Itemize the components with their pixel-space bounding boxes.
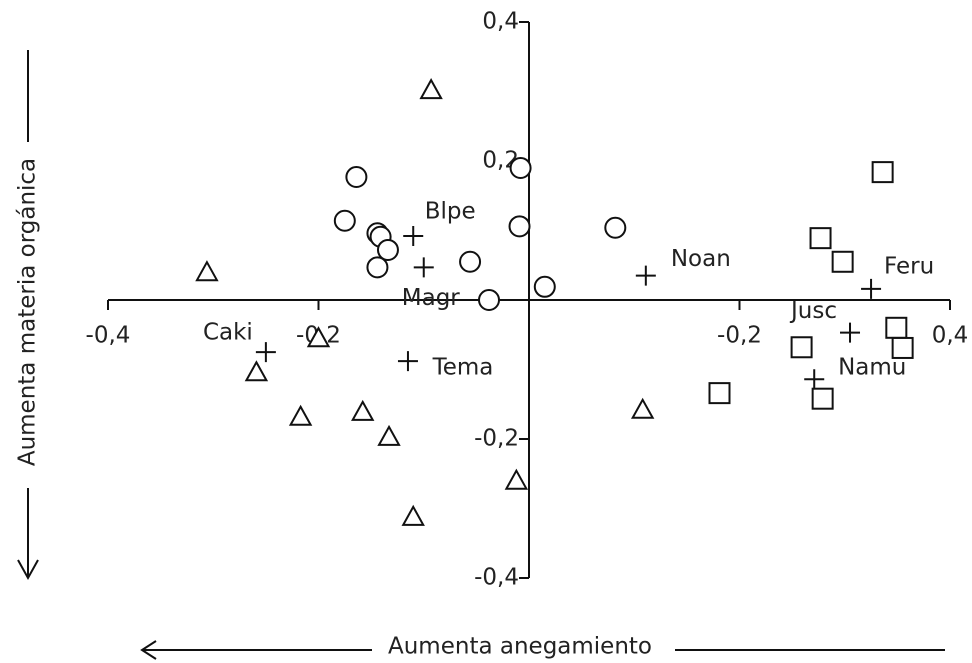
- species-point: [397, 351, 418, 372]
- y-tick-label: -0,2: [474, 426, 519, 452]
- point: [351, 399, 375, 421]
- point: [377, 424, 401, 446]
- point: [419, 78, 443, 100]
- point: [333, 209, 356, 232]
- point: [891, 336, 914, 359]
- species-label: Namu: [838, 355, 906, 381]
- species-label: Tema: [432, 355, 494, 381]
- point: [366, 256, 389, 279]
- species-point: [840, 322, 861, 343]
- point: [811, 387, 834, 410]
- x-tick-label: -0,2: [717, 323, 762, 349]
- species-label: Feru: [884, 253, 934, 279]
- species-point: [255, 342, 276, 363]
- species-point: [861, 278, 882, 299]
- species-point: [635, 265, 656, 286]
- point: [604, 216, 627, 239]
- x-arrow-head: [140, 640, 157, 660]
- point: [790, 336, 813, 359]
- point: [244, 360, 269, 382]
- point: [459, 250, 482, 273]
- y-tick-label: -0,4: [474, 565, 519, 591]
- species-label: Caki: [203, 320, 253, 346]
- y-tick-label: 0,4: [482, 9, 519, 35]
- species-point: [804, 369, 825, 390]
- point: [630, 397, 655, 419]
- species-point: [403, 226, 424, 247]
- y-axis-label: Aumenta materia orgánica: [15, 158, 41, 466]
- point: [831, 250, 854, 273]
- species-label: Blpe: [425, 199, 476, 225]
- species-label: Noan: [671, 246, 731, 272]
- point: [885, 316, 908, 339]
- point: [288, 404, 313, 426]
- point: [195, 260, 219, 282]
- species-point: [413, 257, 434, 278]
- x-tick-label: 0,4: [932, 323, 969, 349]
- species-label: Magr: [402, 285, 461, 311]
- point: [809, 227, 832, 250]
- point: [306, 326, 331, 348]
- point: [508, 215, 531, 238]
- x-axis-label: Aumenta anegamiento: [388, 634, 652, 660]
- point: [509, 156, 532, 179]
- point: [871, 161, 894, 184]
- point: [708, 382, 731, 405]
- point: [401, 504, 425, 526]
- species-label: Jusc: [789, 298, 837, 324]
- point: [376, 238, 399, 261]
- point: [345, 165, 368, 188]
- point: [478, 289, 501, 311]
- point: [504, 468, 529, 490]
- x-tick-label: -0,4: [86, 323, 131, 349]
- point: [533, 275, 556, 298]
- y-arrow-head: [17, 559, 39, 581]
